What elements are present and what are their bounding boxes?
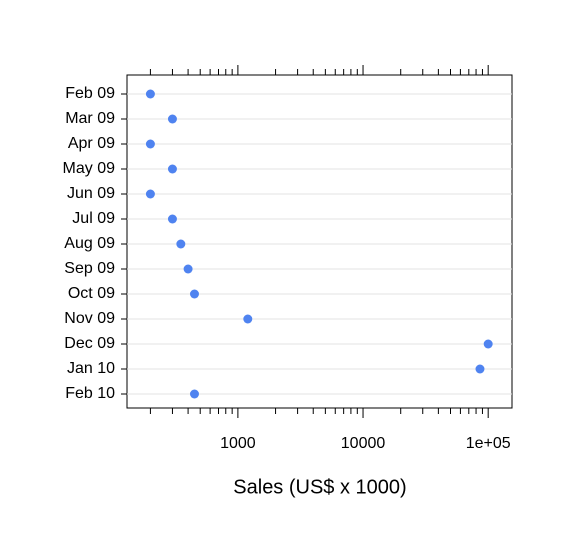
y-tick-label: Sep 09 bbox=[64, 260, 115, 277]
x-tick-label: 1e+05 bbox=[466, 435, 511, 452]
x-tick-label: 10000 bbox=[341, 435, 386, 452]
y-tick-label: Jul 09 bbox=[72, 210, 115, 227]
dot bbox=[189, 389, 199, 399]
dot bbox=[243, 314, 253, 324]
dot bbox=[183, 264, 193, 274]
dot bbox=[167, 164, 177, 174]
dot bbox=[475, 364, 485, 374]
dot bbox=[145, 89, 155, 99]
y-tick-label: Feb 10 bbox=[65, 385, 115, 402]
dot bbox=[145, 189, 155, 199]
dot bbox=[189, 289, 199, 299]
y-tick-label: Dec 09 bbox=[64, 335, 115, 352]
y-tick-label: Jan 10 bbox=[67, 360, 115, 377]
y-tick-label: Mar 09 bbox=[65, 110, 115, 127]
dot bbox=[176, 239, 186, 249]
plot-frame bbox=[126, 74, 513, 409]
y-tick-label: Nov 09 bbox=[64, 310, 115, 327]
x-axis-label: Sales (US$ x 1000) bbox=[233, 476, 406, 498]
y-tick-label: May 09 bbox=[63, 160, 116, 177]
dot bbox=[145, 139, 155, 149]
dot bbox=[167, 214, 177, 224]
x-tick-label: 1000 bbox=[220, 435, 256, 452]
y-tick-label: Jun 09 bbox=[67, 185, 115, 202]
y-tick-label: Oct 09 bbox=[68, 285, 115, 302]
y-tick-label: Aug 09 bbox=[64, 235, 115, 252]
y-tick-label: Apr 09 bbox=[68, 135, 115, 152]
y-tick-label: Feb 09 bbox=[65, 85, 115, 102]
dot bbox=[483, 339, 493, 349]
dot bbox=[167, 114, 177, 124]
